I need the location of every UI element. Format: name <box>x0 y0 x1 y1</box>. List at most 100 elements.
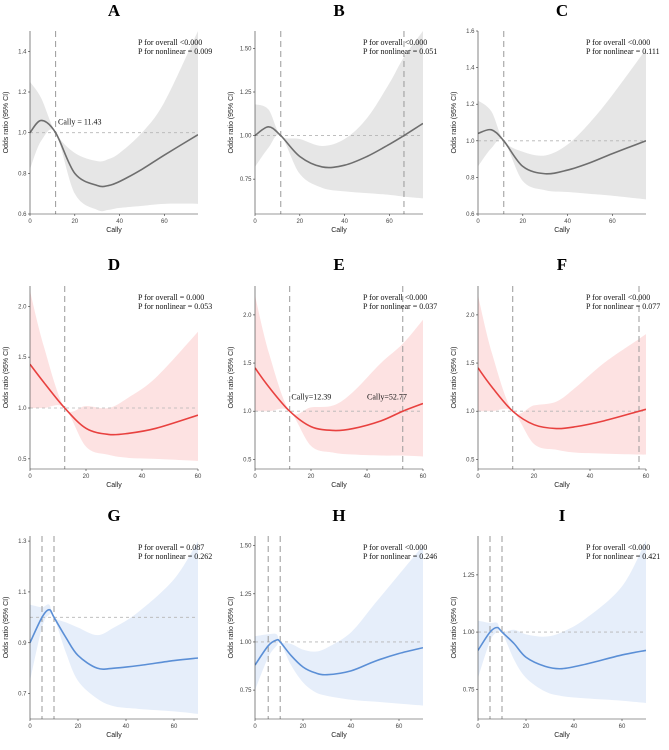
y-tick-label: 1.00 <box>240 134 252 140</box>
y-tick-label: 2.0 <box>466 313 475 319</box>
x-tick-label: 20 <box>296 219 303 225</box>
or-curve-c <box>478 128 646 175</box>
y-tick-label: 1.25 <box>240 90 252 96</box>
p-value-annotation-b-1: P for overall <0.000 <box>363 38 427 47</box>
y-tick-label: 1.1 <box>18 590 27 596</box>
cutoff-label-e-1: Cally=12.39 <box>291 393 331 402</box>
x-axis-label-d: Cally <box>106 482 122 489</box>
x-tick-label: 20 <box>300 724 307 730</box>
y-axis-label-f: Odds ratio (95% CI) <box>451 347 458 409</box>
x-tick-label: 40 <box>123 724 130 730</box>
y-tick-label: 1.50 <box>240 544 252 550</box>
y-tick-label: 0.8 <box>18 171 27 177</box>
y-axis-label-h: Odds ratio (95% CI) <box>228 597 235 659</box>
y-tick-label: 1.50 <box>240 46 252 52</box>
p-value-annotation-g-1: P for overall = 0.087 <box>138 543 204 552</box>
x-tick-label: 40 <box>341 219 348 225</box>
y-tick-label: 1.25 <box>240 592 252 598</box>
x-tick-label: 40 <box>139 474 146 480</box>
x-axis-label-c: Cally <box>554 227 570 234</box>
p-value-annotation-i-1: P for overall <0.000 <box>586 543 650 552</box>
panel-e: E 0.5 1.0 1.5 2.0 0 20 40 60 Cally Odds ratio (95%… <box>228 255 437 489</box>
x-axis-label-a: Cally <box>106 227 122 234</box>
or-curve-i <box>478 626 646 670</box>
ci-band-i <box>478 540 646 703</box>
x-axis-label-h: Cally <box>331 732 347 739</box>
panel-i: I 0.75 1.00 1.25 0 20 40 60 Cally Odds ratio (95%… <box>451 506 660 739</box>
y-tick-label: 1.00 <box>463 630 475 636</box>
x-tick-label: 60 <box>619 724 626 730</box>
p-value-annotation-a-1: P for overall <0.000 <box>138 38 202 47</box>
y-tick-label: 0.6 <box>18 212 27 218</box>
x-tick-label: 60 <box>420 474 427 480</box>
x-tick-label: 60 <box>195 474 202 480</box>
y-tick-label: 0.9 <box>18 641 27 647</box>
x-tick-label: 0 <box>476 724 480 730</box>
x-tick-label: 20 <box>83 474 90 480</box>
x-tick-label: 40 <box>348 724 355 730</box>
p-value-annotation-c-1: P for overall <0.000 <box>586 38 650 47</box>
y-tick-label: 1.0 <box>466 139 475 145</box>
y-tick-label: 1.5 <box>243 361 252 367</box>
x-tick-label: 20 <box>523 724 530 730</box>
x-tick-label: 60 <box>171 724 178 730</box>
x-tick-label: 20 <box>75 724 82 730</box>
y-tick-label: 1.5 <box>466 361 475 367</box>
x-tick-label: 60 <box>643 474 650 480</box>
y-axis-label-e: Odds ratio (95% CI) <box>228 347 235 409</box>
x-tick-label: 0 <box>28 724 32 730</box>
x-tick-label: 20 <box>71 219 78 225</box>
p-value-annotation-f-1: P for overall <0.000 <box>586 293 650 302</box>
y-tick-label: 0.6 <box>466 212 475 218</box>
y-axis-label-a: Odds ratio (95% CI) <box>3 92 10 154</box>
x-tick-label: 60 <box>609 219 616 225</box>
plot-area-e <box>255 286 423 469</box>
y-tick-label: 1.0 <box>466 409 475 415</box>
ci-band-c <box>478 49 646 200</box>
y-tick-label: 1.0 <box>18 406 27 412</box>
panel-c: C 0.6 0.8 1.0 1.2 1.4 1.6 0 20 40 60 Cally Odds rati… <box>451 1 660 234</box>
panel-label-b: B <box>333 1 344 20</box>
y-axis-label-b: Odds ratio (95% CI) <box>228 92 235 154</box>
x-tick-label: 0 <box>476 474 480 480</box>
y-tick-label: 1.4 <box>18 49 27 55</box>
p-value-annotation-e-2: P for nonlinear = 0.037 <box>363 302 437 311</box>
y-tick-label: 1.2 <box>18 90 27 96</box>
x-tick-label: 0 <box>253 474 257 480</box>
panel-label-c: C <box>556 1 568 20</box>
p-value-annotation-a-2: P for nonlinear = 0.009 <box>138 47 212 56</box>
x-tick-label: 60 <box>386 219 393 225</box>
ci-band-f <box>478 295 646 455</box>
ci-band-a <box>30 31 198 212</box>
x-axis-label-i: Cally <box>554 732 570 739</box>
plot-area-d <box>30 286 198 469</box>
x-axis-label-f: Cally <box>554 482 570 489</box>
y-tick-label: 1.0 <box>18 131 27 137</box>
y-tick-label: 1.5 <box>18 355 27 361</box>
y-tick-label: 1.4 <box>466 66 475 72</box>
panel-g: G 0.7 0.9 1.1 1.3 0 20 40 60 Cally Odds ratio (95%… <box>3 506 212 739</box>
y-tick-label: 0.75 <box>240 177 252 183</box>
x-tick-label: 40 <box>587 474 594 480</box>
panel-label-e: E <box>333 255 344 274</box>
x-tick-label: 0 <box>253 724 257 730</box>
panel-label-a: A <box>108 1 121 20</box>
y-tick-label: 0.5 <box>243 457 252 463</box>
x-axis-label-e: Cally <box>331 482 347 489</box>
x-tick-label: 40 <box>564 219 571 225</box>
y-tick-label: 2.0 <box>18 304 27 310</box>
y-tick-label: 0.75 <box>463 687 475 693</box>
ci-band-b <box>255 31 423 199</box>
or-curve-g <box>30 608 198 671</box>
or-curve-h <box>255 638 423 676</box>
ci-band-e <box>255 295 423 457</box>
or-curve-d <box>30 363 198 436</box>
panel-label-d: D <box>108 255 120 274</box>
or-curve-b <box>255 122 423 169</box>
p-value-annotation-i-2: P for nonlinear = 0.421 <box>586 552 660 561</box>
x-tick-label: 40 <box>364 474 371 480</box>
x-tick-label: 0 <box>253 219 257 225</box>
p-value-annotation-e-1: P for overall <0.000 <box>363 293 427 302</box>
p-value-annotation-c-2: P for nonlinear = 0.111 <box>586 47 660 56</box>
x-tick-label: 0 <box>476 219 480 225</box>
